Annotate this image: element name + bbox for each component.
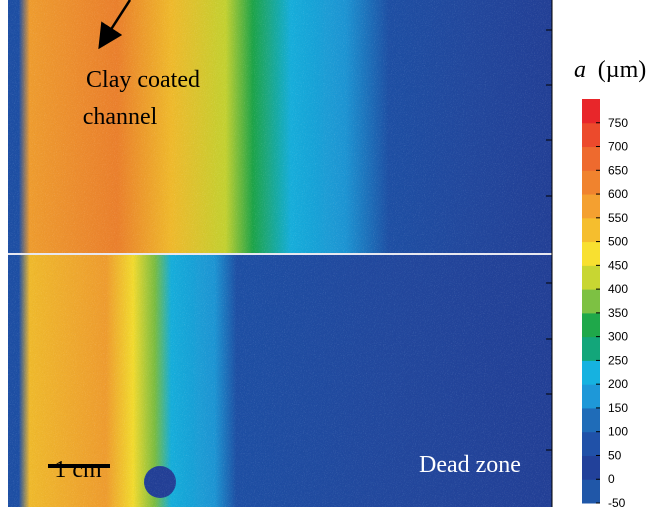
annotation: Dead zone bbox=[419, 452, 521, 478]
heatmap bbox=[8, 0, 552, 507]
colorbar-tick-label: 750 bbox=[608, 116, 628, 130]
colorbar-tick-label: 150 bbox=[608, 401, 628, 415]
colorbar-segment bbox=[582, 336, 600, 361]
annotation: channel bbox=[83, 104, 158, 130]
colorbar-tick-label: 350 bbox=[608, 306, 628, 320]
colorbar-segment bbox=[582, 265, 600, 290]
colorbar-tick-label: 600 bbox=[608, 187, 628, 201]
colorbar-segment bbox=[582, 289, 600, 314]
colorbar-tick-label: 650 bbox=[608, 163, 628, 177]
scale-label: 1 cm bbox=[54, 457, 102, 483]
colorbar-segment bbox=[582, 431, 600, 456]
colorbar-tick-label: 200 bbox=[608, 377, 628, 391]
colorbar-unit: (µm) bbox=[598, 57, 646, 83]
colorbar-variable: a bbox=[574, 57, 586, 83]
colorbar-tick-label: 0 bbox=[608, 472, 615, 486]
colorbar-segment bbox=[582, 407, 600, 433]
colorbar-segment bbox=[582, 312, 600, 338]
colorbar-segment bbox=[582, 194, 600, 219]
colorbar-tick-label: 450 bbox=[608, 258, 628, 272]
annotation: Clay coated bbox=[86, 67, 200, 93]
colorbar-segment bbox=[582, 217, 600, 243]
colorbar-segment bbox=[582, 241, 600, 266]
colorbar-segment bbox=[582, 170, 600, 195]
colorbar-tick-label: 50 bbox=[608, 448, 622, 462]
colorbar-segment bbox=[582, 455, 600, 480]
colorbar-segment bbox=[582, 146, 600, 171]
colorbar-segment bbox=[582, 122, 600, 148]
colorbar-segment bbox=[582, 479, 600, 504]
colorbar-tick-label: 250 bbox=[608, 353, 628, 367]
colorbar-tick-label: 100 bbox=[608, 425, 628, 439]
colorbar-tick-label: 500 bbox=[608, 235, 628, 249]
colorbar: -50 0 50 100 150 200 250 300 350 400 450 500 550 600 6… bbox=[582, 99, 628, 507]
colorbar-tick-label: 400 bbox=[608, 282, 628, 296]
colorbar-tick-label: 700 bbox=[608, 140, 628, 154]
colorbar-tick-label: 550 bbox=[608, 211, 628, 225]
right-ticks bbox=[546, 0, 553, 507]
colorbar-tick-label: -50 bbox=[608, 496, 626, 507]
colorbar-segment bbox=[582, 99, 600, 124]
arrow bbox=[98, 0, 132, 50]
colorbar-tick-label: 300 bbox=[608, 330, 628, 344]
colorbar-segment bbox=[582, 384, 600, 409]
colorbar-segment bbox=[582, 360, 600, 385]
